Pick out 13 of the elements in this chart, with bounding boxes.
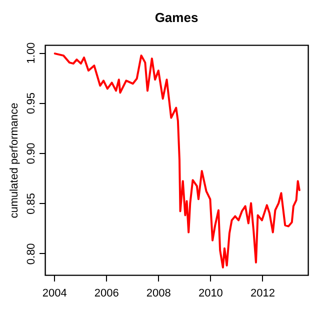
- line-series: [54, 52, 300, 268]
- x-tick-label: 2010: [198, 288, 223, 300]
- y-tick-label: 0.95: [26, 92, 38, 114]
- y-tick-label: 0.80: [26, 243, 38, 265]
- chart-title: Games: [154, 10, 198, 25]
- x-tick-label: 2004: [42, 288, 67, 300]
- y-tick-label: 1.00: [26, 42, 38, 64]
- y-tick-label: 0.90: [26, 142, 38, 164]
- x-tick-label: 2012: [250, 288, 275, 300]
- y-axis-title: cumulated performance: [8, 102, 20, 218]
- x-tick-label: 2008: [146, 288, 171, 300]
- x-tick-label: 2006: [94, 288, 119, 300]
- y-tick-label: 0.85: [26, 192, 38, 214]
